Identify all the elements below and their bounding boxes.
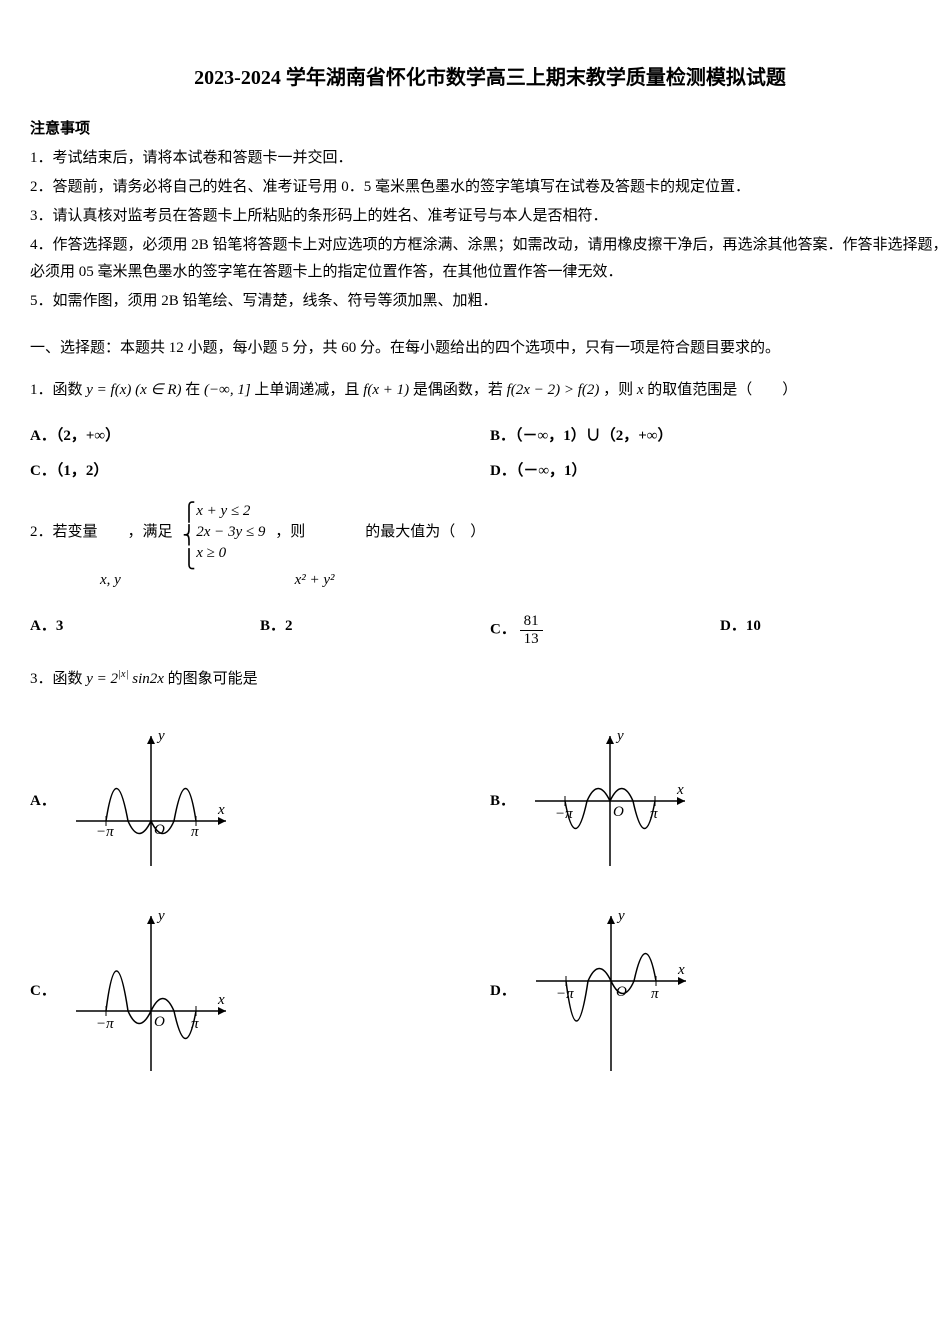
q3-label-a: A． (30, 788, 56, 815)
q2-option-c-frac: 81 13 (520, 613, 543, 647)
q2-mid: ，则 的最大值为（ ） (275, 524, 485, 540)
section-1-title: 一、选择题：本题共 12 小题，每小题 5 分，共 60 分。在每小题给出的四个… (30, 335, 950, 362)
q1-option-c: C．（1，2） (30, 458, 490, 485)
q1-option-a: A．（2，+∞） (30, 423, 490, 450)
svg-text:y: y (156, 728, 165, 744)
question-2: 2．若变量 ，满足 x + y ≤ 2 2x − 3y ≤ 9 x ≥ 0 ，则… (30, 501, 950, 597)
question-3: 3．函数 y = 2|x| sin2x 的图象可能是 (30, 663, 950, 696)
q2-sys2: 2x − 3y ≤ 9 (196, 522, 265, 543)
q1-tail: 的取值范围是（ ） (647, 382, 797, 398)
instruction-4: 4．作答选择题，必须用 2B 铅笔将答题卡上对应选项的方框涂满、涂黑；如需改动，… (30, 232, 950, 286)
q3-label-b: B． (490, 788, 515, 815)
q3-graph-b: B． y x O −π π (490, 726, 950, 876)
q1-option-d: D．（－∞，1） (490, 458, 950, 485)
q3-prefix: 3．函数 (30, 671, 86, 687)
svg-text:−π: −π (556, 986, 574, 1002)
graph-a-svg: y x O −π π (66, 726, 236, 876)
svg-text:x: x (676, 782, 684, 798)
q2-option-d: D．10 (720, 613, 950, 647)
q1-mid4: ，则 (603, 382, 637, 398)
question-1: 1．函数 y = f(x) (x ∈ R) 在 (−∞, 1] 上单调递减，且 … (30, 374, 950, 407)
q1-mid3: 是偶函数，若 (413, 382, 507, 398)
q2-sub: x, y (100, 572, 121, 588)
q1-mid1: 在 (185, 382, 204, 398)
q3-tail: 的图象可能是 (168, 671, 258, 687)
q3-label-c: C． (30, 978, 56, 1005)
q2-option-a: A．3 (30, 613, 260, 647)
q1-even: f(x + 1) (363, 382, 409, 398)
graph-d-svg: y x O −π π (526, 906, 696, 1076)
q3-label-d: D． (490, 978, 516, 1005)
q2-sys3: x ≥ 0 (196, 543, 265, 564)
q3-graph-d: D． y x O −π π (490, 906, 950, 1076)
q3-graph-c: C． y x O −π π (30, 906, 490, 1076)
q2-options: A．3 B．2 C． 81 13 D．10 (30, 609, 950, 651)
svg-text:−π: −π (555, 806, 573, 822)
svg-text:−π: −π (96, 1016, 114, 1032)
svg-text:y: y (156, 908, 165, 924)
instruction-5: 5．如需作图，须用 2B 铅笔绘、写清楚，线条、符号等须加黑、加粗． (30, 288, 950, 315)
svg-text:x: x (217, 802, 225, 818)
q1-option-b: B．（－∞，1）∪（2，+∞） (490, 423, 950, 450)
q2-option-b: B．2 (260, 613, 490, 647)
q1-mid2: 上单调递减，且 (254, 382, 363, 398)
instruction-1: 1．考试结束后，请将本试卷和答题卡一并交回． (30, 145, 950, 172)
q1-prefix: 1．函数 (30, 382, 86, 398)
svg-text:−π: −π (96, 824, 114, 840)
graph-b-svg: y x O −π π (525, 726, 695, 876)
svg-text:y: y (616, 908, 625, 924)
notice-header: 注意事项 (30, 116, 950, 143)
svg-text:π: π (651, 986, 659, 1002)
q1-options: A．（2，+∞） B．（－∞，1）∪（2，+∞） C．（1，2） D．（－∞，1… (30, 419, 950, 489)
graph-c-svg: y x O −π π (66, 906, 236, 1076)
svg-text:x: x (217, 992, 225, 1008)
q2-obj: x² + y² (295, 572, 335, 588)
q3-fn: y = 2|x| sin2x (86, 671, 167, 687)
instruction-3: 3．请认真核对监考员在答题卡上所粘贴的条形码上的姓名、准考证号与本人是否相符． (30, 203, 950, 230)
svg-text:π: π (191, 824, 199, 840)
svg-text:y: y (615, 728, 624, 744)
q3-graphs-row2: C． y x O −π π D． y x O −π π (30, 906, 950, 1076)
q2-option-c: C． 81 13 (490, 613, 720, 647)
q3-graph-a: A． y x O −π π (30, 726, 490, 876)
q1-ineq: f(2x − 2) > f(2) (507, 382, 600, 398)
svg-text:O: O (613, 804, 624, 820)
q3-graphs-row1: A． y x O −π π B． y x O −π π (30, 726, 950, 876)
q1-var: x (637, 382, 644, 398)
q2-system: x + y ≤ 2 2x − 3y ≤ 9 x ≥ 0 (182, 501, 265, 564)
q1-interval: (−∞, 1] (204, 382, 251, 398)
q1-fn: y = f(x) (x ∈ R) (86, 382, 181, 398)
svg-text:x: x (677, 962, 685, 978)
q2-prefix: 2．若变量 ，满足 (30, 524, 176, 540)
instruction-2: 2．答题前，请务必将自己的姓名、准考证号用 0．5 毫米黑色墨水的签字笔填写在试… (30, 174, 950, 201)
page-title: 2023-2024 学年湖南省怀化市数学高三上期末教学质量检测模拟试题 (30, 60, 950, 96)
q2-sys1: x + y ≤ 2 (196, 501, 265, 522)
svg-text:O: O (154, 1014, 165, 1030)
